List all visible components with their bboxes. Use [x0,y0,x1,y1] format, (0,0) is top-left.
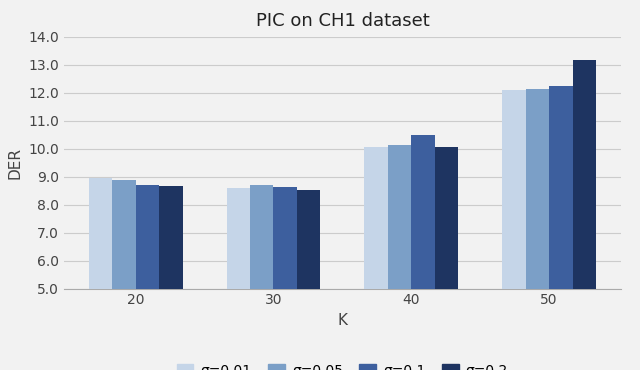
Bar [388,145,412,370]
Bar [273,186,297,370]
Bar [250,185,273,370]
Bar [112,179,136,370]
Bar [573,60,596,370]
Bar [502,90,525,370]
Bar [549,86,573,370]
Bar [227,188,250,370]
Bar [297,190,321,370]
X-axis label: K: K [337,313,348,328]
Bar [525,89,549,370]
Bar [364,147,388,370]
Bar [435,147,458,370]
Legend: σ=0.01, σ=0.05, σ=0.1, σ=0.2: σ=0.01, σ=0.05, σ=0.1, σ=0.2 [172,359,513,370]
Bar [89,178,112,370]
Title: PIC on CH1 dataset: PIC on CH1 dataset [255,12,429,30]
Y-axis label: DER: DER [8,147,22,179]
Bar [136,185,159,370]
Bar [159,186,182,370]
Bar [412,135,435,370]
